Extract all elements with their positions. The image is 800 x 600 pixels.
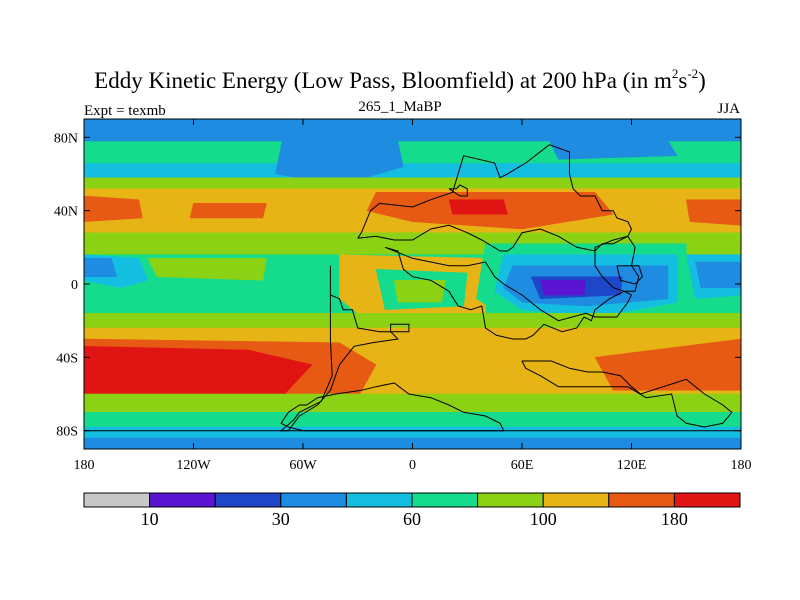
axis-ticks: 180 120W 60W 0 60E 120E 180 80N 40N 0 40S 80S bbox=[54, 119, 752, 473]
coastline bbox=[279, 265, 410, 432]
contour-region bbox=[658, 342, 741, 387]
coastlines bbox=[84, 144, 741, 432]
contour-region bbox=[147, 258, 267, 281]
colorbar-swatch bbox=[411, 492, 479, 508]
coastline bbox=[616, 265, 643, 285]
contour-region bbox=[189, 203, 267, 219]
contour-fill bbox=[84, 119, 741, 449]
colorbar-swatch bbox=[608, 492, 675, 508]
colorbar-swatch bbox=[345, 492, 413, 508]
coastline bbox=[594, 235, 640, 292]
colorbar-label: 100 bbox=[530, 509, 557, 529]
colorbar-label: 10 bbox=[141, 509, 159, 529]
y-tick-label: 40N bbox=[54, 205, 78, 220]
colorbar-swatch bbox=[542, 492, 610, 508]
y-tick-label: 80N bbox=[54, 131, 78, 146]
contour-region bbox=[448, 199, 508, 215]
contour-region bbox=[540, 280, 587, 296]
contour-region bbox=[695, 261, 741, 288]
coastline bbox=[448, 184, 468, 197]
colorbar-swatch bbox=[477, 492, 544, 508]
y-tick-label: 0 bbox=[71, 278, 78, 293]
contour-region bbox=[84, 346, 313, 395]
x-tick-label: 180 bbox=[731, 458, 752, 473]
run-label: 265_1_MaBP bbox=[358, 99, 442, 115]
colorbar-swatch bbox=[673, 492, 741, 508]
contour-region bbox=[549, 140, 678, 160]
season-label: JJA bbox=[717, 101, 740, 117]
colorbar-label: 30 bbox=[272, 509, 290, 529]
coastline bbox=[384, 246, 633, 340]
contour-region bbox=[84, 119, 741, 142]
contour-region bbox=[84, 258, 118, 277]
contour-region bbox=[686, 199, 741, 226]
x-tick-label: 120E bbox=[617, 458, 647, 473]
colorbar-label: 60 bbox=[403, 509, 421, 529]
coastline bbox=[357, 144, 633, 252]
contour-region bbox=[84, 195, 143, 222]
x-tick-label: 0 bbox=[409, 458, 416, 473]
contour-region bbox=[84, 412, 741, 431]
x-tick-label: 60W bbox=[289, 458, 317, 473]
chart-title: Eddy Kinetic Energy (Low Pass, Bloomfiel… bbox=[94, 66, 706, 93]
x-tick-label: 60E bbox=[511, 458, 534, 473]
colorbar-label: 180 bbox=[661, 509, 688, 529]
y-tick-label: 40S bbox=[56, 351, 78, 366]
colorbar-swatch bbox=[214, 492, 282, 508]
experiment-label: Expt = texmb bbox=[84, 103, 166, 119]
y-tick-label: 80S bbox=[56, 425, 78, 440]
x-tick-label: 180 bbox=[74, 458, 95, 473]
contour-region bbox=[394, 280, 446, 303]
colorbar-swatch bbox=[149, 492, 216, 508]
colorbar: 10 30 60 100 180 bbox=[83, 492, 741, 529]
contour-region bbox=[275, 126, 404, 186]
x-tick-label: 120W bbox=[176, 458, 211, 473]
coastline bbox=[521, 360, 733, 428]
colorbar-swatch bbox=[280, 492, 347, 508]
colorbar-swatch bbox=[83, 492, 151, 508]
